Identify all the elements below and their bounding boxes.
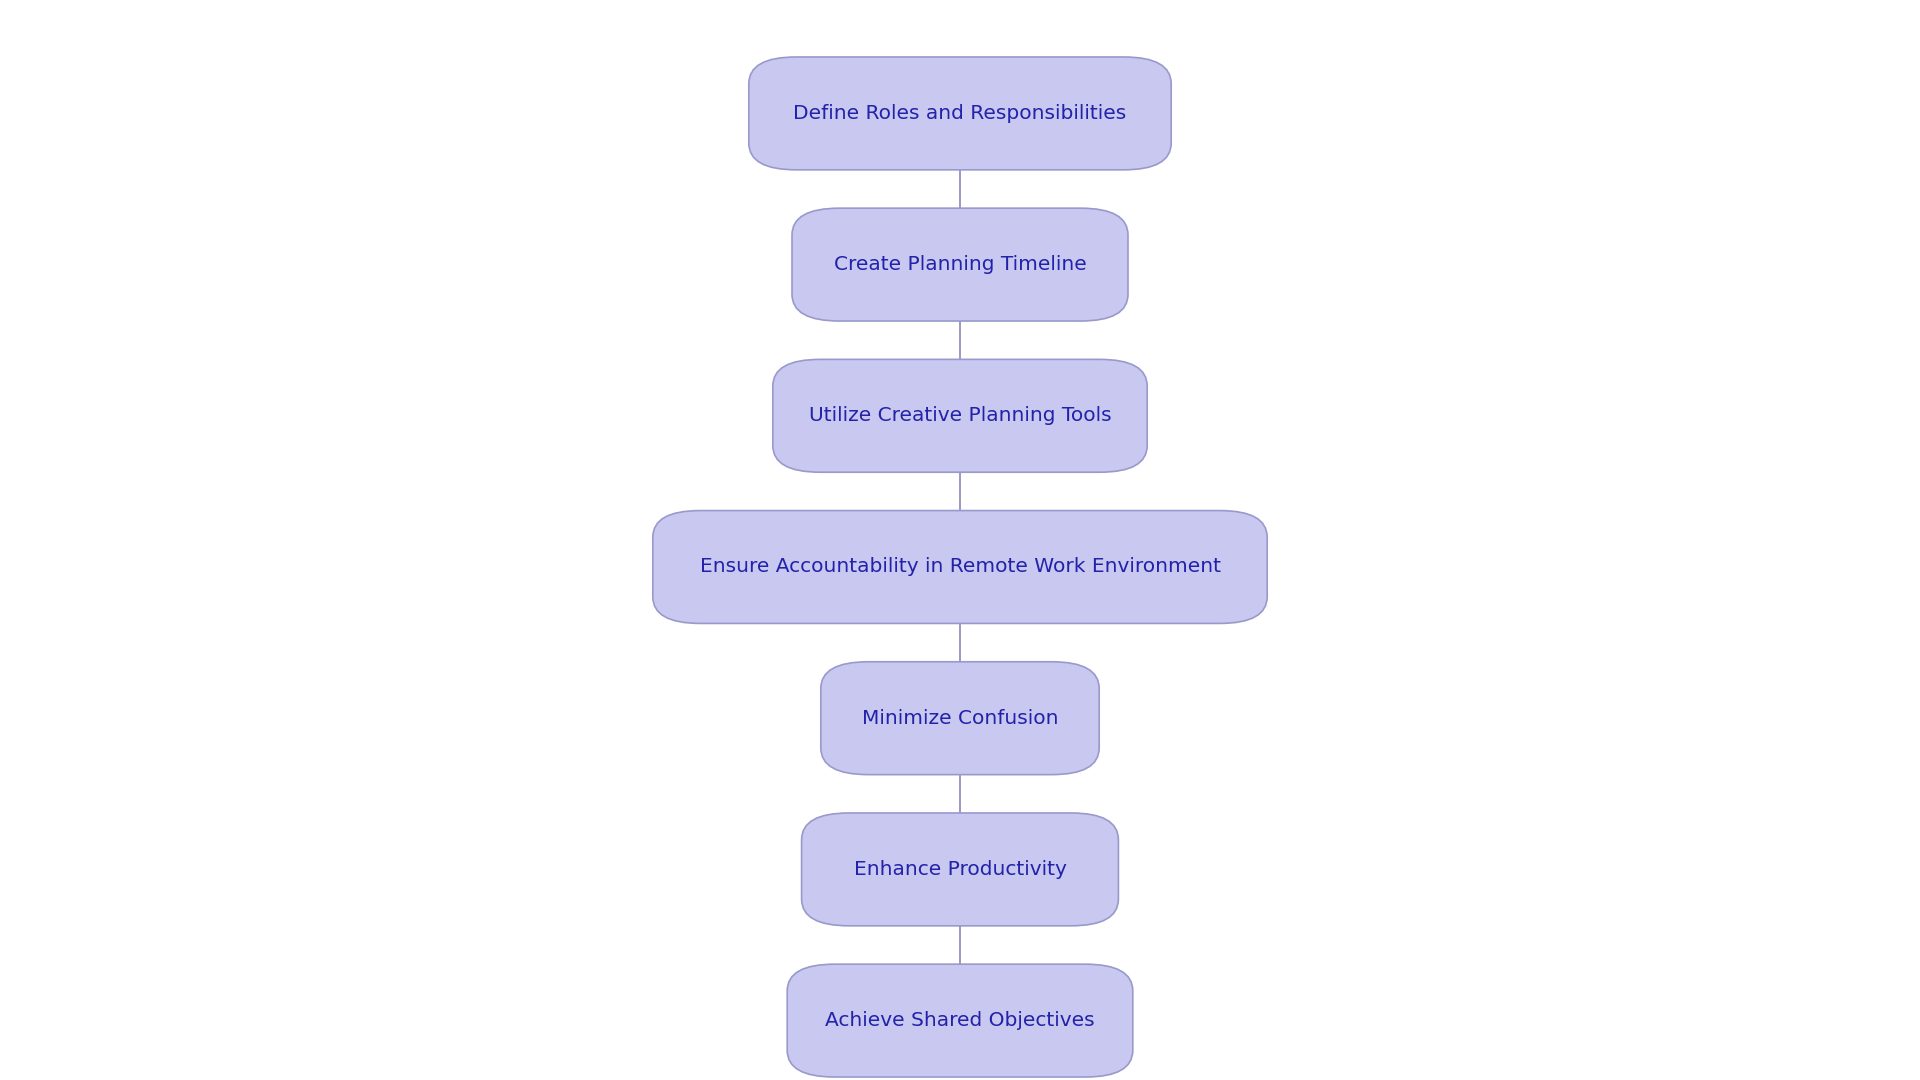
Text: Achieve Shared Objectives: Achieve Shared Objectives xyxy=(826,1011,1094,1030)
FancyBboxPatch shape xyxy=(822,662,1098,774)
Text: Minimize Confusion: Minimize Confusion xyxy=(862,708,1058,728)
FancyBboxPatch shape xyxy=(772,360,1146,472)
FancyBboxPatch shape xyxy=(801,813,1117,926)
FancyBboxPatch shape xyxy=(791,208,1127,321)
FancyBboxPatch shape xyxy=(787,964,1133,1077)
Text: Create Planning Timeline: Create Planning Timeline xyxy=(833,255,1087,274)
Text: Enhance Productivity: Enhance Productivity xyxy=(854,860,1066,879)
Text: Utilize Creative Planning Tools: Utilize Creative Planning Tools xyxy=(808,406,1112,426)
Text: Define Roles and Responsibilities: Define Roles and Responsibilities xyxy=(793,104,1127,123)
Text: Ensure Accountability in Remote Work Environment: Ensure Accountability in Remote Work Env… xyxy=(699,557,1221,577)
FancyBboxPatch shape xyxy=(749,57,1171,170)
FancyBboxPatch shape xyxy=(653,511,1267,623)
